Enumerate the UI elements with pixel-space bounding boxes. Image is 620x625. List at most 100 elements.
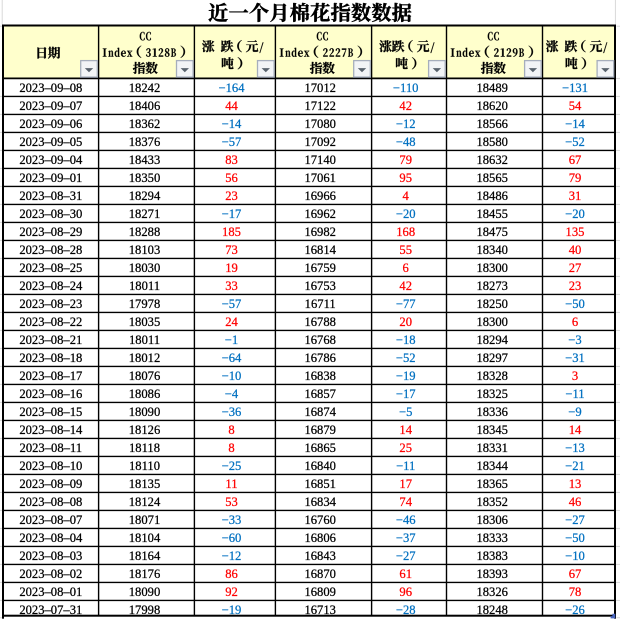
svg-text:95: 95	[399, 171, 412, 185]
svg-text:8: 8	[228, 441, 234, 455]
svg-text:18071: 18071	[129, 513, 160, 527]
svg-text:83: 83	[225, 153, 238, 167]
svg-text:2023–08–29: 2023–08–29	[19, 225, 82, 239]
svg-text:2023–08–31: 2023–08–31	[19, 189, 82, 203]
svg-text:16760: 16760	[304, 513, 335, 527]
svg-text:2023–08–25: 2023–08–25	[19, 261, 82, 275]
svg-text:16982: 16982	[304, 225, 335, 239]
svg-text:23: 23	[225, 189, 238, 203]
svg-text:20: 20	[399, 315, 412, 329]
svg-text:2023–07–31: 2023–07–31	[19, 603, 82, 617]
svg-text:18271: 18271	[129, 207, 160, 221]
svg-text:18331: 18331	[476, 441, 507, 455]
svg-text:25: 25	[399, 441, 412, 455]
svg-text:55: 55	[399, 243, 412, 257]
svg-text:2023–09–08: 2023–09–08	[19, 81, 82, 95]
svg-text:168: 168	[396, 225, 415, 239]
svg-text:2023–08–11: 2023–08–11	[20, 441, 83, 455]
svg-text:18297: 18297	[476, 351, 507, 365]
svg-text:18110: 18110	[129, 459, 160, 473]
svg-text:18250: 18250	[476, 297, 507, 311]
svg-text:86: 86	[225, 567, 238, 581]
svg-text:18090: 18090	[129, 405, 160, 419]
svg-text:92: 92	[225, 585, 238, 599]
svg-text:2023–08–16: 2023–08–16	[19, 387, 82, 401]
svg-text:−50: −50	[565, 531, 585, 545]
svg-text:−26: −26	[565, 603, 585, 617]
svg-text:16814: 16814	[304, 243, 336, 257]
svg-text:−14: −14	[222, 117, 242, 131]
svg-text:−52: −52	[396, 351, 416, 365]
svg-text:18406: 18406	[129, 99, 160, 113]
svg-text:−46: −46	[396, 513, 416, 527]
svg-text:2023–08–15: 2023–08–15	[19, 405, 82, 419]
svg-text:−25: −25	[222, 459, 242, 473]
svg-text:−20: −20	[565, 207, 585, 221]
svg-text:18076: 18076	[129, 369, 160, 383]
svg-text:2023–08–03: 2023–08–03	[19, 549, 82, 563]
svg-text:16711: 16711	[305, 297, 336, 311]
svg-text:19: 19	[225, 261, 238, 275]
svg-text:16753: 16753	[304, 279, 335, 293]
svg-text:18104: 18104	[129, 531, 161, 545]
svg-text:−12: −12	[222, 549, 242, 563]
svg-text:4: 4	[403, 189, 410, 203]
svg-text:18242: 18242	[129, 81, 160, 95]
svg-text:−9: −9	[568, 405, 581, 419]
svg-text:18383: 18383	[476, 549, 507, 563]
svg-text:18176: 18176	[129, 567, 160, 581]
svg-text:−10: −10	[565, 549, 585, 563]
svg-text:−77: −77	[396, 297, 416, 311]
svg-text:2023–08–02: 2023–08–02	[19, 567, 82, 581]
svg-text:−19: −19	[222, 603, 242, 617]
svg-text:16966: 16966	[304, 189, 335, 203]
svg-text:16843: 16843	[304, 549, 335, 563]
svg-text:2023–09–05: 2023–09–05	[19, 135, 82, 149]
svg-text:17: 17	[399, 477, 412, 491]
svg-text:17092: 17092	[304, 135, 335, 149]
svg-text:16857: 16857	[304, 387, 335, 401]
svg-text:17080: 17080	[304, 117, 335, 131]
svg-text:73: 73	[225, 243, 238, 257]
svg-text:18012: 18012	[129, 351, 160, 365]
svg-text:6: 6	[572, 315, 578, 329]
svg-text:2023–08–08: 2023–08–08	[19, 495, 82, 509]
svg-text:−3: −3	[568, 333, 581, 347]
svg-text:2023–09–07: 2023–09–07	[19, 99, 82, 113]
svg-text:−57: −57	[222, 135, 242, 149]
svg-text:18273: 18273	[476, 279, 507, 293]
svg-text:18306: 18306	[476, 513, 507, 527]
svg-text:−31: −31	[565, 351, 585, 365]
svg-text:79: 79	[399, 153, 412, 167]
svg-text:18486: 18486	[476, 189, 507, 203]
svg-text:18326: 18326	[476, 585, 507, 599]
svg-text:18362: 18362	[129, 117, 160, 131]
svg-text:18433: 18433	[129, 153, 160, 167]
svg-text:24: 24	[225, 315, 238, 329]
svg-text:2023–08–01: 2023–08–01	[19, 585, 82, 599]
svg-text:18288: 18288	[129, 225, 160, 239]
svg-text:16713: 16713	[304, 603, 335, 617]
svg-text:−13: −13	[565, 441, 585, 455]
svg-text:18489: 18489	[476, 81, 507, 95]
svg-text:18336: 18336	[476, 405, 507, 419]
svg-text:67: 67	[569, 567, 582, 581]
svg-text:−1: −1	[225, 333, 238, 347]
svg-text:18294: 18294	[476, 333, 508, 347]
svg-text:2023–09–04: 2023–09–04	[19, 153, 83, 167]
svg-text:−11: −11	[396, 459, 415, 473]
svg-text:18294: 18294	[129, 189, 161, 203]
svg-text:18325: 18325	[476, 387, 507, 401]
svg-text:2023–08–28: 2023–08–28	[19, 243, 82, 257]
svg-text:16834: 16834	[304, 495, 336, 509]
svg-text:18126: 18126	[129, 423, 160, 437]
svg-text:−5: −5	[399, 405, 412, 419]
svg-text:−27: −27	[396, 549, 416, 563]
svg-text:16786: 16786	[304, 351, 335, 365]
svg-text:17122: 17122	[304, 99, 335, 113]
svg-text:2023–08–17: 2023–08–17	[19, 369, 82, 383]
svg-text:17978: 17978	[129, 297, 160, 311]
svg-text:18118: 18118	[129, 441, 160, 455]
svg-text:−57: −57	[222, 297, 242, 311]
svg-text:17998: 17998	[129, 603, 160, 617]
